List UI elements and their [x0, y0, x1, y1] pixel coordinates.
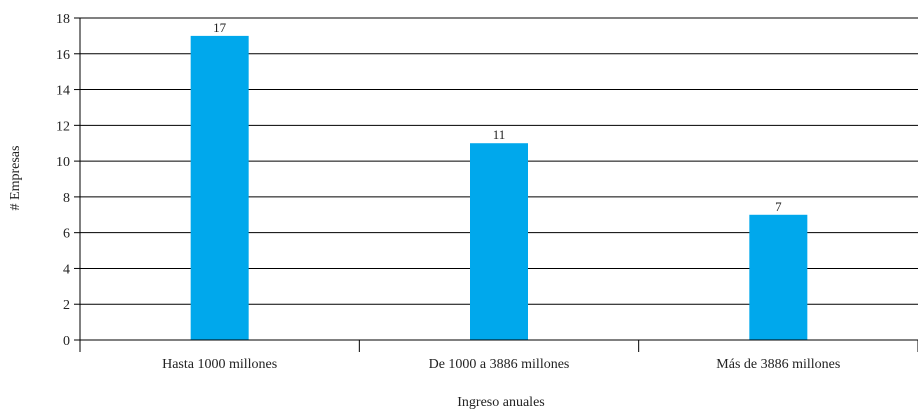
y-tick-label: 8 — [63, 191, 70, 206]
data-label: 7 — [775, 199, 782, 214]
y-tick-label: 18 — [56, 12, 70, 27]
y-tick-label: 4 — [63, 262, 70, 277]
y-tick-label: 0 — [63, 334, 70, 349]
bar — [470, 143, 528, 340]
bar — [749, 214, 808, 340]
axes — [74, 17, 918, 352]
x-tick-label: De 1000 a 3886 millones — [429, 357, 570, 372]
bar — [190, 35, 249, 341]
y-tick-label: 12 — [56, 119, 70, 134]
data-label: 17 — [213, 20, 227, 35]
data-label: 11 — [493, 127, 506, 142]
y-axis-title: # Empresas — [8, 146, 23, 211]
x-tick-label: Más de 3886 millones — [716, 357, 840, 372]
x-tick-label: Hasta 1000 millones — [162, 357, 277, 372]
y-tick-label: 14 — [56, 84, 70, 99]
x-axis-title: Ingreso anuales — [457, 395, 544, 410]
labels: 0 2 4 6 8 10 12 14 16 18 17 Hasta 1000 millones 11 De… — [56, 12, 840, 372]
y-tick-label: 6 — [63, 227, 70, 242]
y-tick-label: 2 — [63, 298, 70, 313]
bars — [190, 35, 808, 341]
y-tick-label: 16 — [56, 48, 70, 63]
y-tick-label: 10 — [56, 155, 70, 170]
